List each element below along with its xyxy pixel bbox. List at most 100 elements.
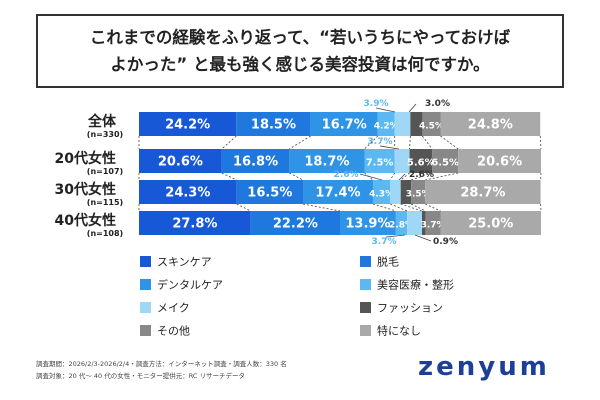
bar-segment-4-1: [139, 211, 251, 235]
data-label-2-4: 7.5%: [366, 158, 394, 169]
row-label-2: 20代女性: [55, 150, 116, 167]
bar-segment-2-5: [394, 149, 410, 173]
data-label-1-6: 3.0%: [425, 99, 450, 109]
legend-swatch-1-1: [140, 256, 151, 267]
legend-label-2-4: 特になし: [377, 324, 421, 338]
connector-line-3-6: [410, 203, 426, 212]
data-label-2-2: 16.8%: [233, 155, 278, 170]
connector-line-1-7: [440, 135, 459, 150]
bar-segment-2-8: [458, 149, 541, 173]
bar-segment-1-1: [139, 112, 237, 136]
data-label-2-1: 20.6%: [158, 155, 203, 170]
legend-label-2-2: 美容医療・整形: [377, 278, 454, 292]
row-n-1: (n=330): [87, 130, 123, 139]
connector-line-2-5: [400, 172, 410, 181]
bar-segment-3-3: [303, 180, 373, 204]
data-label-4-2: 22.2%: [273, 217, 318, 232]
data-label-2-6: 5.6%: [407, 158, 435, 169]
legend-label-1-4: その他: [157, 325, 190, 338]
title-line-2: よかった” と最も強く感じる美容投資は何ですか。: [110, 55, 490, 74]
leader-line-4: [359, 173, 383, 181]
bar-segment-3-8: [425, 180, 541, 204]
data-label-1-1: 24.2%: [165, 118, 210, 133]
bar-segment-1-2: [236, 112, 311, 136]
data-label-4-1: 27.8%: [172, 217, 217, 232]
connector-line-1-5: [409, 135, 411, 150]
data-label-4-7: 3.7%: [421, 221, 446, 231]
bar-segment-2-2: [221, 149, 290, 173]
bar-segment-2-7: [432, 149, 459, 173]
data-label-3-6: 2.6%: [409, 170, 434, 180]
row-label-1: 全体: [87, 113, 117, 130]
legend-label-2-1: 脱毛: [377, 255, 399, 269]
bar-segment-3-1: [139, 180, 237, 204]
connector-line-2-1: [221, 172, 237, 181]
bar-segment-3-6: [400, 180, 412, 204]
legend-label-2-3: ファッション: [377, 302, 443, 315]
row-n-2: (n=107): [87, 167, 123, 176]
leader-line-5: [398, 173, 406, 181]
data-label-2-3: 18.7%: [304, 155, 349, 170]
bar-segment-1-7: [422, 112, 441, 136]
survey-notes-line-1: 調査期間：2026/2/3-2026/2/4・調査方法：インターネット調査・調査…: [36, 360, 287, 368]
data-label-1-7: 4.5%: [419, 122, 444, 132]
survey-notes-line-2: 調査対象：20 代～ 40 代の女性・モニター提供元：RC リサーチデータ: [36, 372, 246, 380]
data-label-3-8: 28.7%: [460, 186, 505, 201]
data-label-3-5: 2.6%: [334, 170, 359, 180]
bar-segment-1-5: [394, 112, 411, 136]
legend-swatch-2-1: [360, 256, 371, 267]
legend-swatch-2-3: [360, 302, 371, 313]
connector-line-3-7: [425, 203, 441, 212]
data-label-2-5: 3.7%: [368, 137, 393, 147]
connector-line-1-6: [422, 135, 433, 150]
data-label-3-2: 16.5%: [247, 186, 292, 201]
bar-segment-4-3: [340, 211, 396, 235]
bar-segment-1-8: [440, 112, 541, 136]
bar-segment-1-6: [410, 112, 423, 136]
data-label-1-3: 16.7%: [322, 118, 367, 133]
data-label-4-5: 3.7%: [372, 237, 397, 247]
data-label-1-5: 3.9%: [364, 99, 389, 109]
data-label-1-8: 24.8%: [468, 118, 513, 133]
survey-notes: 調査期間：2026/2/3-2026/2/4・調査方法：インターネット調査・調査…: [36, 358, 287, 382]
connector-line-2-7: [425, 172, 459, 181]
data-label-2-8: 20.6%: [477, 155, 522, 170]
data-label-3-3: 17.4%: [315, 186, 360, 201]
legend-swatch-1-3: [140, 302, 151, 313]
bar-segment-4-8: [440, 211, 541, 235]
legend-label-1-2: デンタルケア: [157, 278, 223, 292]
legend-label-1-3: メイク: [157, 302, 190, 315]
legend-swatch-2-4: [360, 325, 371, 336]
data-label-3-1: 24.3%: [165, 186, 210, 201]
bar-segment-2-3: [289, 149, 365, 173]
leader-line-3: [379, 145, 400, 150]
bar-segment-3-7: [411, 180, 426, 204]
data-label-3-7: 3.5%: [406, 190, 431, 200]
bar-segment-3-5: [390, 180, 401, 204]
bar-segment-1-4: [377, 112, 395, 136]
brand-wordmark: zenyum: [418, 352, 550, 382]
connector-line-3-1: [236, 203, 251, 212]
brand-logo: zenyum: [418, 352, 550, 382]
connector-line-1-1: [221, 135, 237, 150]
leader-line-1: [375, 107, 396, 113]
row-label-3: 30代女性: [55, 181, 116, 198]
connector-line-1-3: [364, 135, 379, 150]
data-label-4-4: 2.8%: [389, 221, 414, 231]
legend-swatch-1-4: [140, 325, 151, 336]
leader-line-2: [408, 103, 417, 113]
data-label-4-3: 13.9%: [345, 217, 390, 232]
connector-line-3-2: [302, 203, 341, 212]
bar-segment-4-7: [425, 211, 441, 235]
connector-line-2-4: [389, 172, 396, 181]
row-label-4: 40代女性: [55, 212, 116, 229]
connector-line-3-4: [390, 203, 408, 212]
title-line-1: これまでの経験をふり返って、“若いうちにやっておけば: [89, 28, 511, 47]
title-box: これまでの経験をふり返って、“若いうちにやっておけば よかった” と最も強く感じ…: [36, 14, 564, 88]
bar-segment-4-6: [422, 211, 426, 235]
row-n-3: (n=115): [87, 198, 123, 207]
data-label-2-7: 6.5%: [431, 158, 459, 169]
data-label-1-4: 4.2%: [374, 122, 399, 132]
